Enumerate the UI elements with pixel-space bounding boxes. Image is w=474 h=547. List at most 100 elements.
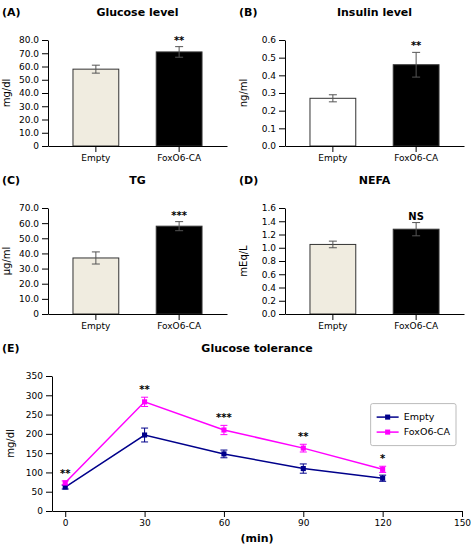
title: Glucose level xyxy=(96,6,178,19)
legend-entry: FoxO6-CA xyxy=(377,426,451,437)
y-tick: 60.0 xyxy=(19,62,48,72)
title: NEFA xyxy=(359,174,391,187)
y-tick: 60.0 xyxy=(19,219,48,229)
y-tick: 0.2 xyxy=(262,106,285,116)
y-tick-label: 1.2 xyxy=(262,230,276,240)
marker xyxy=(221,451,226,456)
x-tick: FoxO6-CA xyxy=(394,314,439,331)
error-bar xyxy=(141,397,148,406)
y-tick: 70.0 xyxy=(19,203,48,213)
y-tick-label: 50.0 xyxy=(19,75,39,85)
marker xyxy=(142,399,147,404)
marker xyxy=(380,476,385,481)
x-axis-line xyxy=(49,314,228,315)
title: TG xyxy=(129,174,146,187)
annotation: NS xyxy=(408,211,424,222)
x-tick: FoxO6-CA xyxy=(157,314,202,331)
y-tick: 0.2 xyxy=(262,296,285,306)
y-tick-mark xyxy=(42,67,48,68)
bar xyxy=(73,69,119,146)
annotation: ** xyxy=(60,468,71,479)
x-tick-mark xyxy=(332,146,333,152)
panel-label: (B) xyxy=(239,6,257,19)
y-tick-mark xyxy=(279,208,285,209)
error-bar xyxy=(92,65,100,73)
y-tick-mark xyxy=(42,299,48,300)
y-tick: 80.0 xyxy=(19,35,48,45)
y-tick-label: 0.1 xyxy=(262,124,276,134)
y-tick: 40.0 xyxy=(19,88,48,98)
y-tick: 10.0 xyxy=(19,294,48,304)
x-axis-line xyxy=(49,146,228,147)
y-tick-mark xyxy=(279,58,285,59)
y-tick-label: 1.4 xyxy=(262,217,277,227)
marks xyxy=(310,223,439,314)
y-tick-mark xyxy=(42,223,48,224)
marker xyxy=(301,466,306,471)
y-tick: 150 xyxy=(26,449,52,459)
y-tick: 40.0 xyxy=(19,249,48,259)
y-tick: 0.3 xyxy=(262,88,285,98)
y-tick: 30.0 xyxy=(19,264,48,274)
y-tick-mark xyxy=(279,288,285,289)
y-tick-mark xyxy=(279,75,285,76)
y-tick: 70.0 xyxy=(19,49,48,59)
y-tick: 0 xyxy=(33,309,48,319)
y-tick-label: 0.2 xyxy=(262,296,276,306)
line xyxy=(65,402,382,483)
panel-label: (C) xyxy=(2,174,20,187)
x-tick: 150 xyxy=(454,511,471,528)
x-tick-mark xyxy=(179,314,180,320)
y-tick: 0.0 xyxy=(262,141,285,151)
y-tick: 0.5 xyxy=(262,53,285,63)
y-tick-mark xyxy=(42,238,48,239)
bar xyxy=(73,258,119,314)
y-tick: 0.1 xyxy=(262,124,285,134)
y-tick-label: 150 xyxy=(26,449,43,459)
legend-marker xyxy=(385,415,390,420)
y-tick-mark xyxy=(42,284,48,285)
legend-label: FoxO6-CA xyxy=(404,426,451,437)
y-tick-mark xyxy=(42,314,48,315)
y-tick-label: 50 xyxy=(32,487,44,497)
bar xyxy=(310,98,356,146)
panel: (D)NEFA0.00.20.40.60.81.01.21.41.6EmptyF… xyxy=(238,174,465,331)
y-tick-label: 70.0 xyxy=(19,49,39,59)
y-tick: 20.0 xyxy=(19,279,48,289)
x-tick-label: 150 xyxy=(454,518,471,528)
y-axis-line xyxy=(48,41,49,147)
y-tick: 100 xyxy=(26,468,52,478)
y-tick-mark xyxy=(279,40,285,41)
y-tick: 20.0 xyxy=(19,115,48,125)
y-tick: 0.4 xyxy=(262,71,285,81)
x-tick: 0 xyxy=(63,511,69,528)
y-tick-label: 0 xyxy=(33,309,39,319)
bar xyxy=(156,52,202,146)
y-tick-mark xyxy=(279,221,285,222)
y-tick-mark xyxy=(46,492,52,493)
x-tick-label: 120 xyxy=(375,518,392,528)
y-tick-mark xyxy=(46,434,52,435)
y-tick-mark xyxy=(46,395,52,396)
x-tick-label: Empty xyxy=(81,321,111,331)
x-tick-mark xyxy=(383,511,384,517)
marker xyxy=(142,432,147,437)
x-tick-mark xyxy=(65,511,66,517)
y-tick: 0.4 xyxy=(262,283,285,293)
series xyxy=(62,397,386,485)
error-bar xyxy=(220,425,227,434)
y-tick-label: 0.0 xyxy=(262,141,277,151)
x-tick-mark xyxy=(224,511,225,517)
y-tick: 1.0 xyxy=(262,243,285,253)
error-bar xyxy=(62,481,69,485)
error-bar xyxy=(329,95,337,102)
y-tick-label: 60.0 xyxy=(19,219,39,229)
y-tick-mark xyxy=(42,80,48,81)
y-tick-label: 10.0 xyxy=(19,128,39,138)
panel: (C)TG010.020.030.040.050.060.070.0EmptyF… xyxy=(1,174,228,331)
line xyxy=(65,435,382,487)
y-axis-title: mg/dl xyxy=(5,429,16,458)
y-tick-mark xyxy=(279,235,285,236)
y-tick-label: 30.0 xyxy=(19,102,39,112)
y-tick-label: 1.0 xyxy=(262,243,277,253)
